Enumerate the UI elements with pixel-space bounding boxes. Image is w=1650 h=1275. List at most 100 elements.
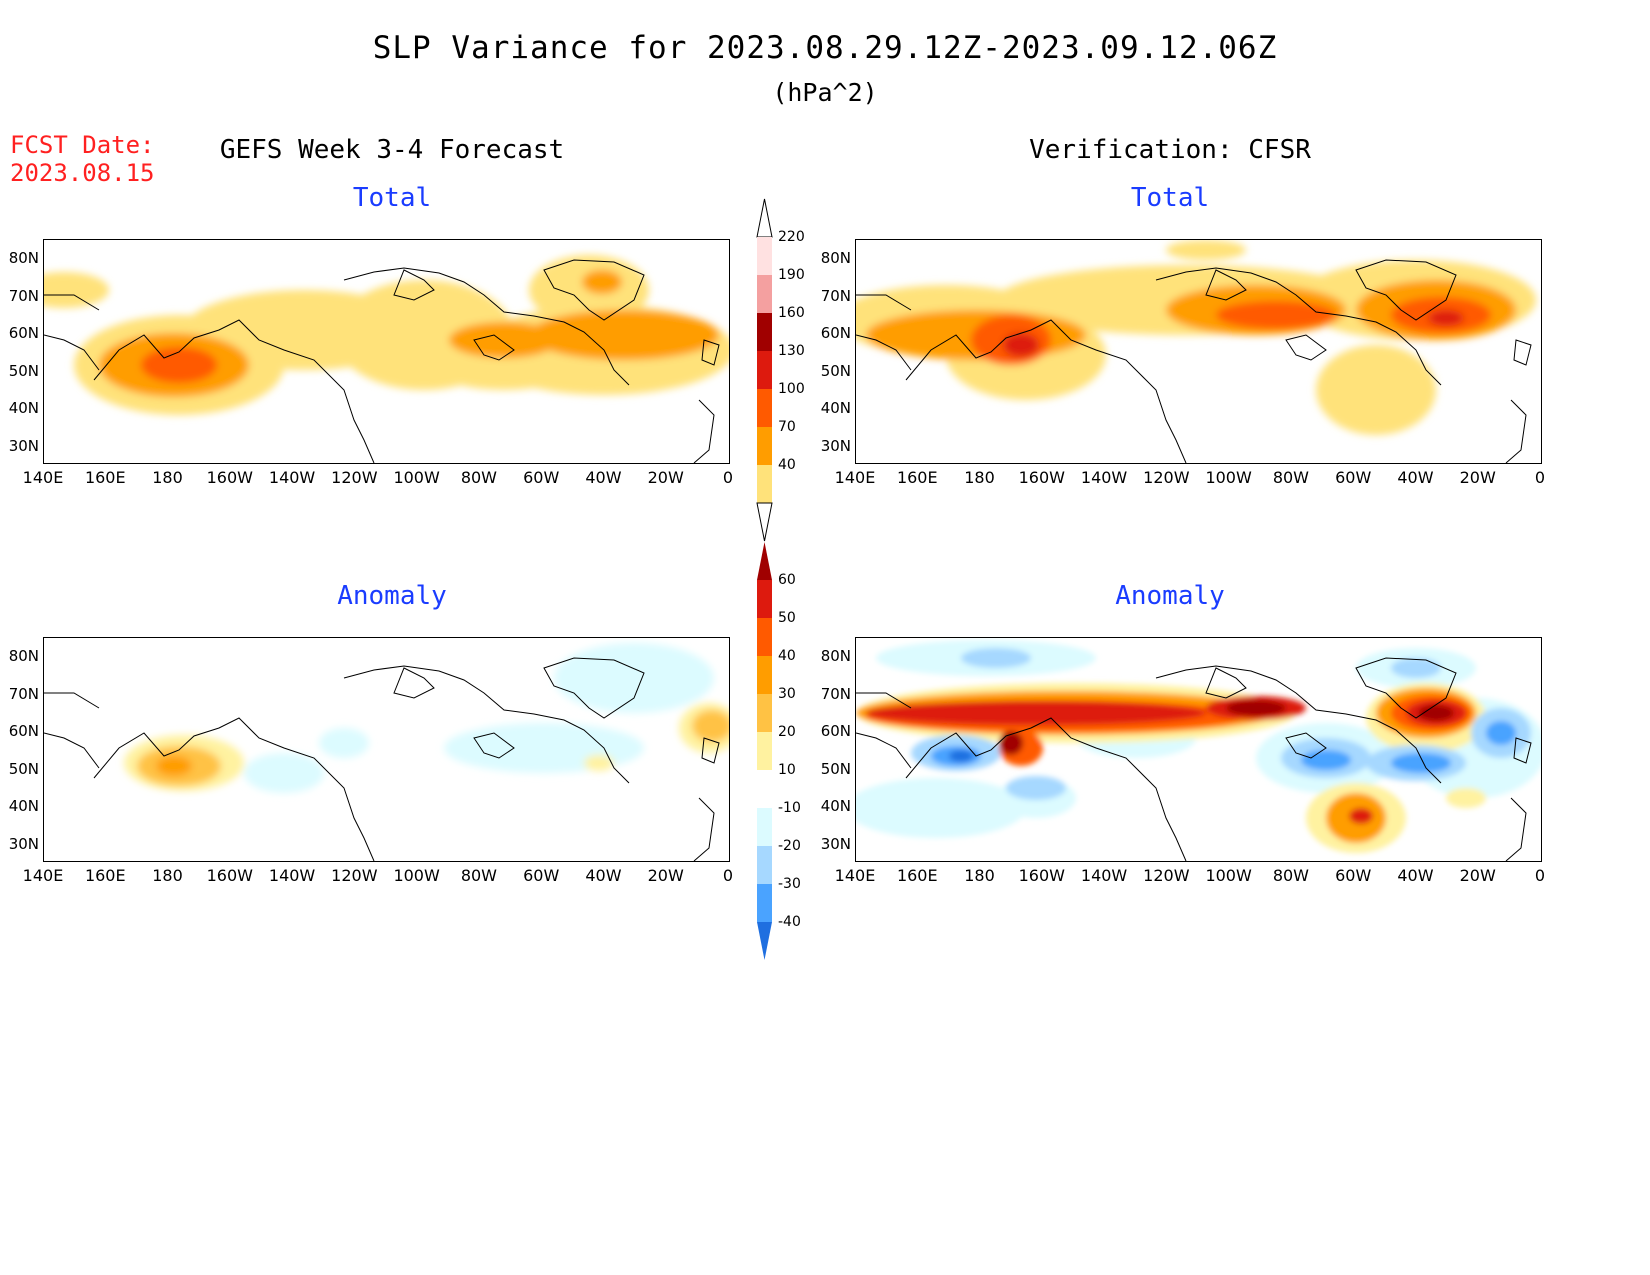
forecast-total-lat-label: 80N: [8, 249, 39, 267]
verification-total-lon-label: 20W: [1459, 468, 1496, 487]
anomaly-colorbar-label: 50: [778, 610, 796, 626]
fcst-date-value: 2023.08.15: [10, 159, 155, 187]
verification-total-lon-label: 120W: [1143, 468, 1190, 487]
anomaly-colorbar-label: -40: [778, 914, 801, 930]
forecast-anomaly-lon-label: 160E: [84, 866, 126, 885]
forecast-total-lon-label: 100W: [393, 468, 440, 487]
anomaly-colorbar-label: -20: [778, 838, 801, 854]
anomaly-colorbar-label: 20: [778, 724, 796, 740]
forecast-anomaly-lat-label: 40N: [8, 797, 39, 815]
verification-anomaly-lat-label: 70N: [820, 685, 851, 703]
verification-total-lon-label: 180: [964, 468, 995, 487]
total-colorbar-top-arrow: [756, 198, 773, 238]
total-colorbar-box: [757, 237, 772, 275]
verification-anomaly-lon-label: 140E: [834, 866, 876, 885]
verification-total-lon-label: 160W: [1018, 468, 1065, 487]
forecast-total-lat-label: 40N: [8, 399, 39, 417]
anomaly-colorbar-box: [757, 618, 772, 656]
forecast-total-map: [43, 239, 730, 464]
verification-total-lon-label: 100W: [1205, 468, 1252, 487]
forecast-total-title: Total: [352, 183, 432, 213]
total-colorbar-label: 70: [778, 419, 796, 435]
forecast-anomaly-lon-label: 160W: [206, 866, 253, 885]
total-colorbar-box: [757, 313, 772, 351]
verification-anomaly-lat-label: 30N: [820, 835, 851, 853]
total-colorbar-label: 40: [778, 457, 796, 473]
forecast-total-lon-label: 80W: [460, 468, 497, 487]
anomaly-colorbar-box: [757, 846, 772, 884]
figure-title: SLP Variance for 2023.08.29.12Z-2023.09.…: [372, 30, 1278, 66]
verification-total-lat-label: 40N: [820, 399, 851, 417]
verification-total-lon-label: 140W: [1080, 468, 1128, 487]
anomaly-colorbar-label: 30: [778, 686, 796, 702]
verification-anomaly-lon-label: 40W: [1397, 866, 1434, 885]
total-colorbar-box: [757, 275, 772, 313]
verification-total-lon-label: 140E: [834, 468, 876, 487]
forecast-anomaly-lon-label: 120W: [331, 866, 378, 885]
forecast-total-lon-label: 120W: [331, 468, 378, 487]
anomaly-colorbar-box: [757, 808, 772, 846]
forecast-total-lon-label: 20W: [647, 468, 684, 487]
anomaly-colorbar-box: [757, 656, 772, 694]
verification-anomaly-lon-label: 80W: [1272, 866, 1309, 885]
forecast-anomaly-lon-label: 100W: [393, 866, 440, 885]
verification-total-lon-label: 60W: [1335, 468, 1372, 487]
anomaly-colorbar-box: [757, 732, 772, 770]
forecast-total-lon-label: 160W: [206, 468, 253, 487]
anomaly-colorbar-box: [757, 580, 772, 618]
anomaly-colorbar-label: -10: [778, 800, 801, 816]
forecast-total-lat-label: 70N: [8, 287, 39, 305]
total-colorbar-box: [757, 427, 772, 465]
verification-total-title: Total: [1130, 183, 1210, 213]
verification-anomaly-lon-label: 100W: [1205, 866, 1252, 885]
forecast-anomaly-lat-label: 70N: [8, 685, 39, 703]
verification-anomaly-lon-label: 120W: [1143, 866, 1190, 885]
total-colorbar-bottom-arrow: [756, 502, 773, 542]
anomaly-colorbar-bottom-arrow: [757, 922, 772, 960]
forecast-total-lon-label: 0: [722, 468, 734, 487]
units-label: (hPa^2): [772, 78, 878, 107]
total-colorbar-box: [757, 465, 772, 503]
verification-anomaly-lon-label: 0: [1534, 866, 1546, 885]
forecast-anomaly-map: [43, 637, 730, 862]
forecast-total-lon-label: 180: [152, 468, 183, 487]
total-colorbar-label: 130: [778, 343, 805, 359]
forecast-anomaly-lon-label: 40W: [585, 866, 622, 885]
forecast-anomaly-lon-label: 80W: [460, 866, 497, 885]
verification-anomaly-lon-label: 140W: [1080, 866, 1128, 885]
anomaly-colorbar: [757, 542, 772, 960]
forecast-anomaly-lon-label: 180: [152, 866, 183, 885]
fcst-date-label: FCST Date:: [10, 131, 155, 159]
total-colorbar-label: 190: [778, 267, 805, 283]
verification-total-lat-label: 60N: [820, 324, 851, 342]
verification-total-map: [855, 239, 1542, 464]
forecast-anomaly-lat-label: 30N: [8, 835, 39, 853]
forecast-anomaly-lon-label: 140W: [268, 866, 316, 885]
forecast-total-lon-label: 60W: [523, 468, 560, 487]
forecast-anomaly-lon-label: 20W: [647, 866, 684, 885]
forecast-anomaly-lon-label: 0: [722, 866, 734, 885]
forecast-anomaly-lon-label: 60W: [523, 866, 560, 885]
forecast-column-title: GEFS Week 3-4 Forecast: [219, 135, 565, 165]
verification-anomaly-lat-label: 80N: [820, 647, 851, 665]
verification-anomaly-title: Anomaly: [1115, 581, 1225, 611]
total-colorbar-label: 220: [778, 229, 805, 245]
anomaly-colorbar-box: [757, 884, 772, 922]
verification-anomaly-lon-label: 20W: [1459, 866, 1496, 885]
verification-anomaly-lon-label: 180: [964, 866, 995, 885]
verification-anomaly-lon-label: 160W: [1018, 866, 1065, 885]
verification-total-lon-label: 80W: [1272, 468, 1309, 487]
anomaly-colorbar-top-arrow: [757, 542, 772, 580]
verification-anomaly-map: [855, 637, 1542, 862]
verification-total-lat-label: 70N: [820, 287, 851, 305]
verification-anomaly-lon-label: 60W: [1335, 866, 1372, 885]
verification-column-title: Verification: CFSR: [1029, 135, 1311, 165]
verification-total-lon-label: 160E: [896, 468, 938, 487]
forecast-anomaly-lon-label: 140E: [22, 866, 64, 885]
anomaly-colorbar-label: 10: [778, 762, 796, 778]
total-colorbar-box: [757, 389, 772, 427]
forecast-anomaly-lat-label: 80N: [8, 647, 39, 665]
verification-total-lon-label: 0: [1534, 468, 1546, 487]
total-colorbar: [756, 198, 773, 542]
